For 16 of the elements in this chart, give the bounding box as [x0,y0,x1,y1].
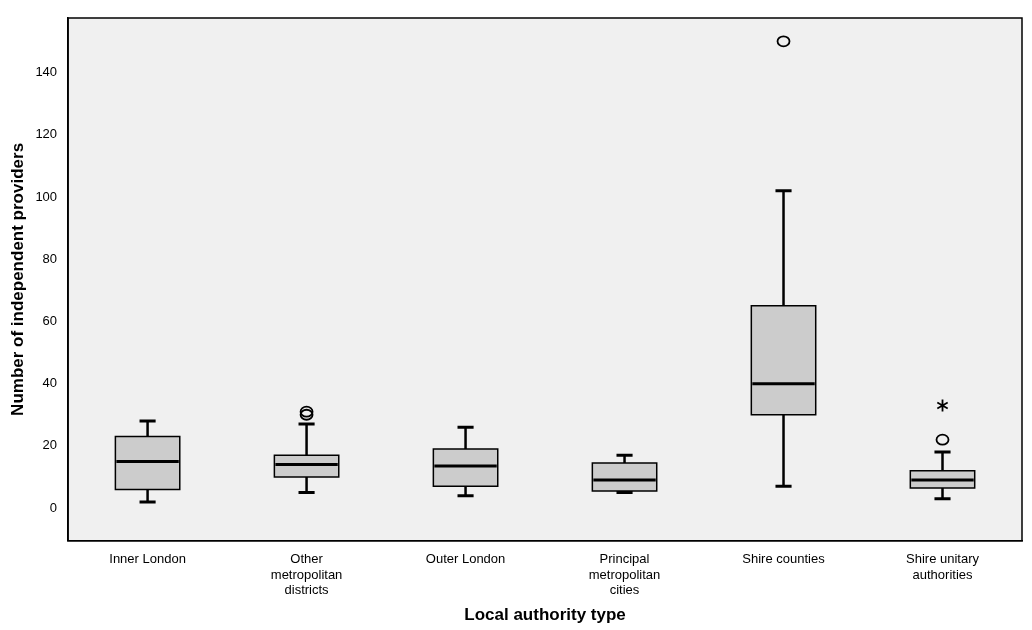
y-tick-label: 0 [49,499,58,515]
x-tick-label: Shire unitary authorities [906,551,980,582]
y-tick-label: 100 [35,188,58,204]
y-tick-label: 40 [42,375,58,391]
x-tick-label: Inner London [109,551,186,567]
x-tick-label: Shire counties [742,551,826,567]
y-axis-title: Number of independent providers [7,142,27,416]
y-tick-label: 80 [42,250,58,266]
y-tick-label: 60 [42,312,58,328]
x-axis-title: Local authority type [464,605,626,625]
y-tick-label: 20 [42,437,58,453]
y-tick-label: 140 [35,64,58,80]
x-tick-label: Other metropolitan districts [270,551,343,598]
x-tick-label: Outer London [425,551,506,567]
y-tick-label: 120 [35,126,58,142]
x-tick-label: Principal metropolitan cities [588,551,661,598]
